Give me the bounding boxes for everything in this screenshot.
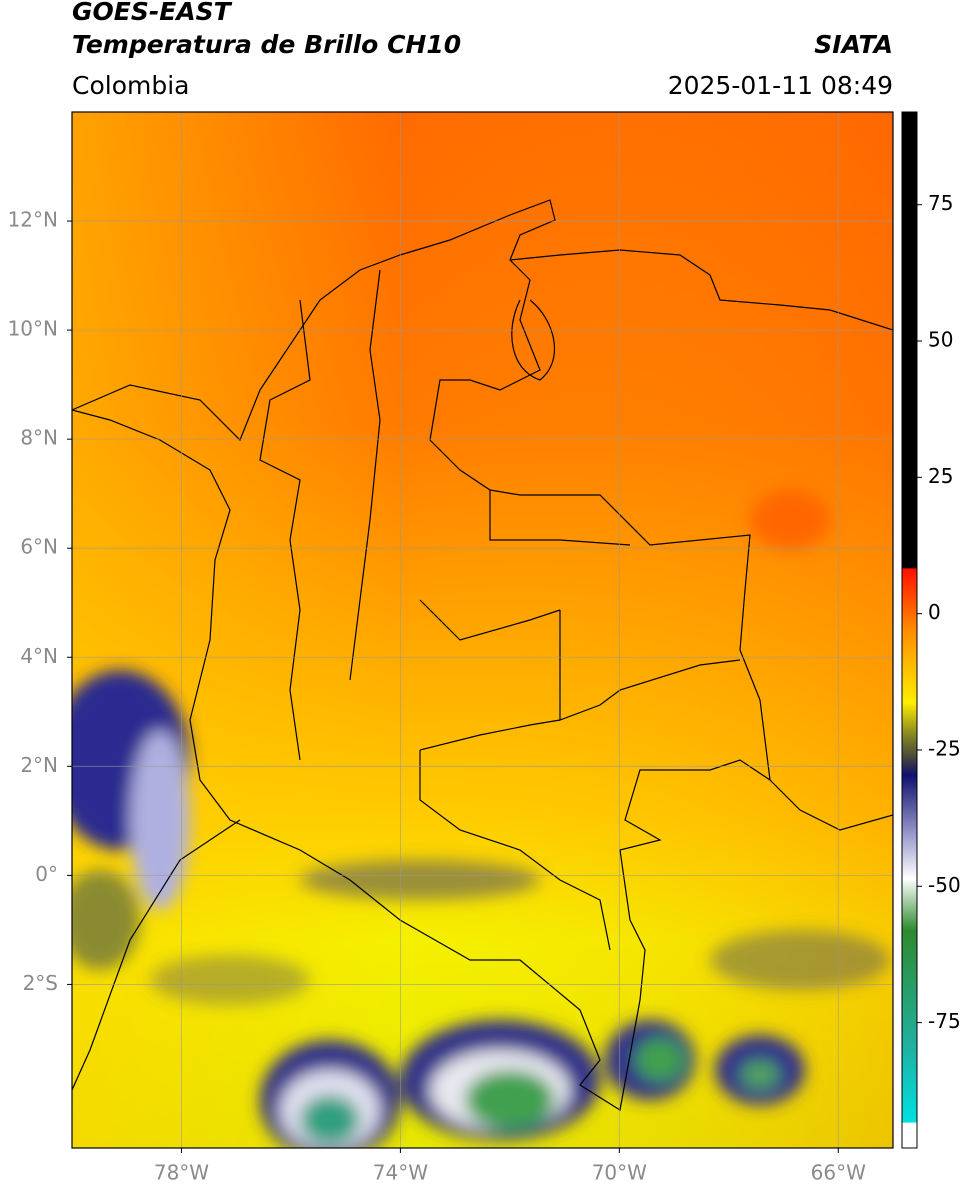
timestamp: 2025-01-11 08:49 <box>668 71 893 100</box>
satellite-image <box>72 112 893 1148</box>
colorbar <box>901 111 918 1149</box>
x-tick-label: 70°W <box>592 1161 647 1185</box>
colorbar-tick-label: 50 <box>928 328 953 352</box>
x-tick-label: 74°W <box>373 1161 428 1185</box>
y-tick-label: 4°N <box>20 644 58 668</box>
subtitle: Temperatura de Brillo CH10 <box>72 30 461 59</box>
source: SIATA <box>814 30 893 59</box>
y-tick-label: 8°N <box>20 426 58 450</box>
colorbar-tick-label: -25 <box>928 736 961 760</box>
y-tick-label: 12°N <box>8 208 58 232</box>
x-tick-label: 78°W <box>154 1161 209 1185</box>
colorbar-tick-label: 75 <box>928 191 953 215</box>
y-tick-label: 0° <box>35 862 58 886</box>
map-frame <box>71 111 894 1149</box>
y-tick-label: 2°N <box>20 753 58 777</box>
region: Colombia <box>72 71 189 100</box>
colorbar-tick-label: -50 <box>928 873 961 897</box>
y-tick-label: 2°S <box>23 971 58 995</box>
y-tick-label: 10°N <box>8 317 58 341</box>
colorbar-tick-label: 0 <box>928 600 941 624</box>
title: GOES-EAST <box>72 0 233 26</box>
colorbar-tick-label: -75 <box>928 1009 961 1033</box>
borders <box>72 199 893 1111</box>
y-tick-label: 6°N <box>20 535 58 559</box>
colorbar-tick-label: 25 <box>928 464 953 488</box>
graticule <box>72 112 893 1148</box>
x-tick-label: 66°W <box>811 1161 866 1185</box>
